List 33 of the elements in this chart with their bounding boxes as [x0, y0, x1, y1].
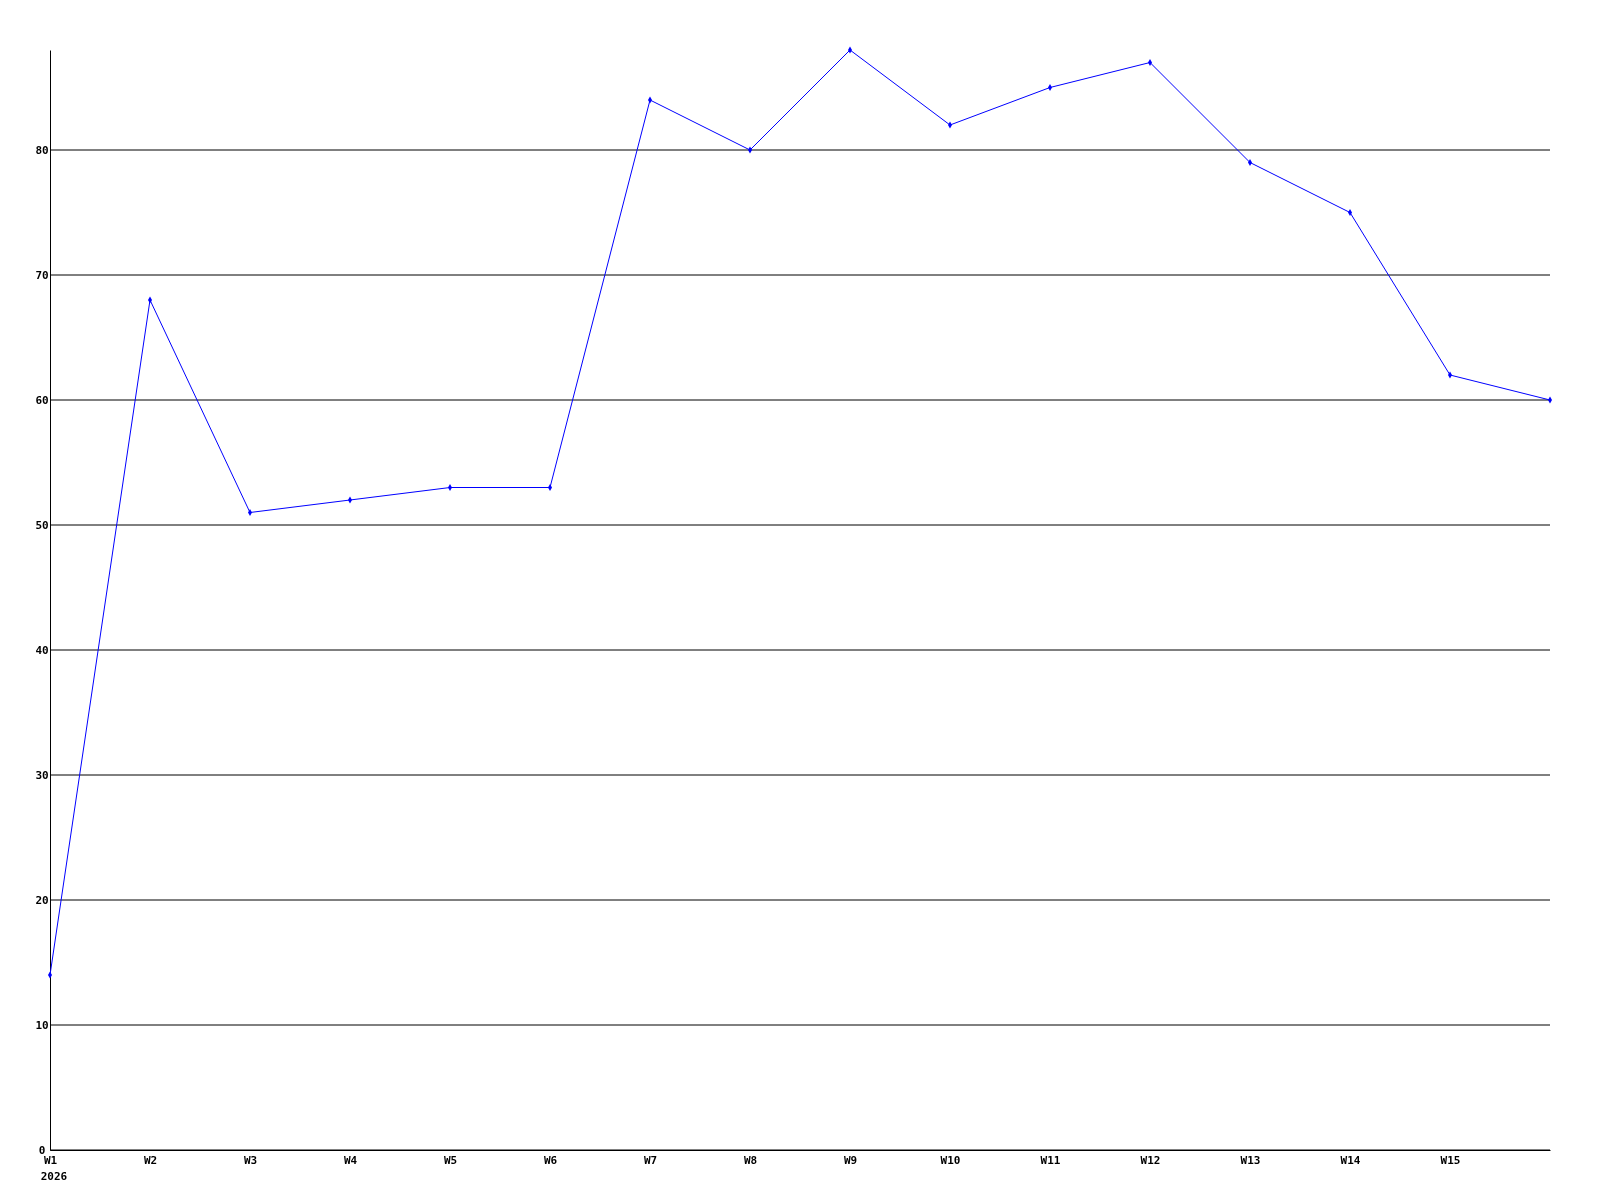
x-tick-label: W8 [743, 1153, 758, 1167]
x-tick-label: W13 [1240, 1153, 1261, 1167]
x-tick-label: W4 [343, 1153, 358, 1167]
x-tick-label: W15 [1440, 1153, 1461, 1167]
y-tick-label: 60 [35, 394, 49, 408]
y-tick-label: 20 [35, 894, 49, 908]
point [1547, 396, 1553, 404]
point [1447, 371, 1453, 379]
y-tick-label: 10 [35, 1019, 49, 1033]
x-tick-label: W10 [940, 1153, 961, 1167]
text: 2026 [40, 1170, 68, 1183]
y-tick-label: 30 [35, 769, 49, 783]
x-tick-label: W7 [643, 1153, 658, 1167]
point [747, 146, 753, 154]
point [947, 121, 953, 129]
x-tick-label: W14 [1340, 1153, 1361, 1167]
y-tick-label: 40 [35, 644, 49, 658]
y-tick-label: 70 [35, 269, 49, 283]
point [647, 96, 653, 104]
point [147, 296, 153, 304]
point [347, 496, 353, 504]
x-tick-label: W2 [143, 1153, 158, 1167]
x-tick-label: W12 [1140, 1153, 1161, 1167]
point [847, 46, 853, 54]
x-tick-label: W5 [443, 1153, 458, 1167]
y-tick-label: 80 [35, 144, 49, 158]
y-tick-label: 50 [35, 519, 49, 533]
x-tick-label: W11 [1040, 1153, 1061, 1167]
x-tick-label: W6 [543, 1153, 558, 1167]
x-tick-label: W3 [243, 1153, 258, 1167]
x-tick-label: W1 [43, 1153, 58, 1167]
x-tick-label: W9 [843, 1153, 858, 1167]
point [47, 971, 53, 979]
